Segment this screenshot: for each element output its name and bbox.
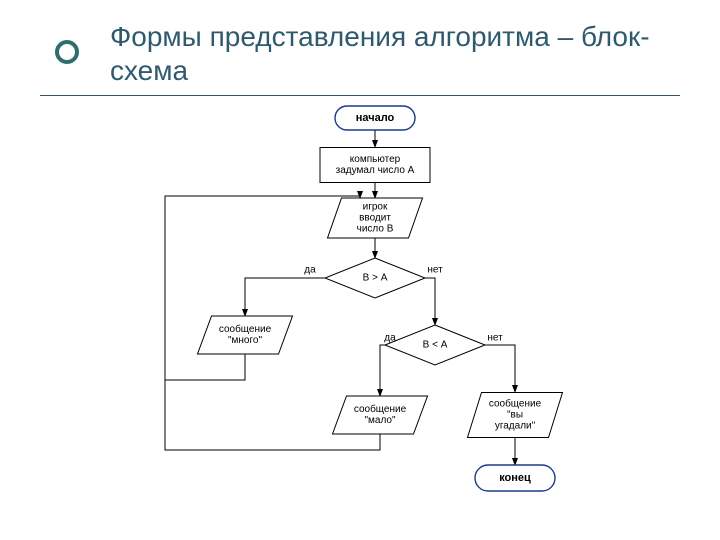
svg-text:вводит: вводит	[359, 213, 391, 224]
edge-label: да	[304, 265, 316, 276]
edge-label: нет	[427, 265, 443, 276]
svg-text:задумал число А: задумал число А	[336, 165, 415, 176]
svg-text:"вы: "вы	[507, 410, 523, 421]
slide-title: Формы представления алгоритма – блок-схе…	[110, 20, 720, 87]
svg-text:сообщение: сообщение	[354, 403, 407, 415]
flow-edge	[425, 278, 435, 325]
svg-text:число В: число В	[357, 224, 394, 235]
svg-text:компьютер: компьютер	[350, 154, 401, 165]
flowchart-container: данетданетначалокомпьютерзадумал число А…	[135, 100, 615, 530]
svg-text:угадали": угадали"	[495, 421, 536, 432]
svg-text:"мало": "мало"	[364, 415, 395, 426]
svg-text:"много": "много"	[228, 335, 262, 346]
svg-text:В > А: В > А	[363, 273, 388, 284]
svg-text:начало: начало	[356, 112, 395, 124]
flowchart-svg: данетданетначалокомпьютерзадумал число А…	[135, 100, 615, 530]
flow-edge	[485, 345, 515, 392]
title-bullet-ring	[55, 40, 79, 64]
flow-edge	[380, 345, 385, 396]
svg-text:сообщение: сообщение	[219, 323, 272, 335]
svg-text:игрок: игрок	[363, 202, 388, 213]
svg-text:конец: конец	[499, 472, 531, 484]
svg-text:сообщение: сообщение	[489, 398, 542, 410]
title-underline	[40, 95, 680, 96]
slide: Формы представления алгоритма – блок-схе…	[0, 0, 720, 540]
svg-text:В < А: В < А	[423, 340, 448, 351]
flow-edge	[245, 278, 325, 316]
edge-label: нет	[487, 333, 503, 344]
